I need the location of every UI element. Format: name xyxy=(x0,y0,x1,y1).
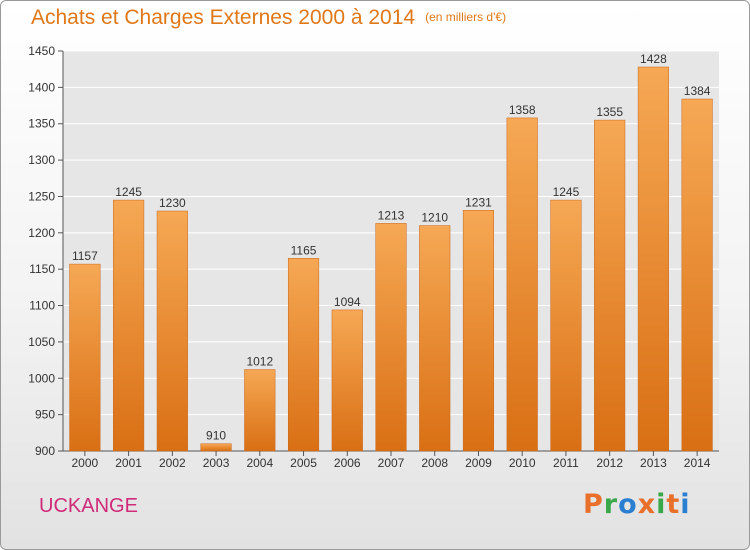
logo-letter: i xyxy=(680,489,691,520)
logo-letter: o xyxy=(618,489,638,520)
data-label-2007: 1213 xyxy=(378,208,405,222)
y-tick-label: 1400 xyxy=(28,80,55,94)
y-tick-label: 1050 xyxy=(28,335,55,349)
y-tick-label: 1350 xyxy=(28,117,55,131)
x-tick-label-2014: 2014 xyxy=(684,456,711,470)
data-label-2006: 1094 xyxy=(334,295,361,309)
x-tick-label-2002: 2002 xyxy=(159,456,186,470)
bar-2007 xyxy=(375,223,407,452)
bar-2011 xyxy=(550,199,582,452)
data-label-2011: 1245 xyxy=(553,185,580,199)
data-label-2000: 1157 xyxy=(72,249,98,263)
y-tick-label: 1200 xyxy=(28,226,55,240)
bar-2002 xyxy=(156,210,188,452)
x-tick-label-2001: 2001 xyxy=(115,456,142,470)
data-label-2010: 1358 xyxy=(509,103,536,117)
x-tick-label-2006: 2006 xyxy=(334,456,361,470)
bar-2006 xyxy=(331,309,363,452)
y-tick-label: 1450 xyxy=(28,44,55,58)
x-tick-label-2010: 2010 xyxy=(509,456,536,470)
logo-letter: P xyxy=(583,489,604,520)
data-label-2002: 1230 xyxy=(159,196,186,210)
logo-letter: t xyxy=(666,489,681,520)
chart-subtitle: (en milliers d'€) xyxy=(425,10,507,24)
bar-2008 xyxy=(419,225,451,452)
bar-2000 xyxy=(69,263,101,452)
bar-2012 xyxy=(594,119,626,452)
x-tick-label-2003: 2003 xyxy=(203,456,230,470)
data-label-2003: 910 xyxy=(206,429,226,443)
x-tick-label-2004: 2004 xyxy=(246,456,273,470)
logo-letter: r xyxy=(603,489,619,520)
y-tick-label: 950 xyxy=(35,408,55,422)
y-tick-label: 1300 xyxy=(28,153,55,167)
data-label-2009: 1231 xyxy=(465,195,492,209)
bar-2004 xyxy=(244,369,276,452)
city-name: UCKANGE xyxy=(39,495,138,517)
data-label-2001: 1245 xyxy=(115,185,142,199)
y-tick-label: 1150 xyxy=(29,262,55,276)
data-label-2008: 1210 xyxy=(421,211,448,225)
bar-2005 xyxy=(287,258,320,452)
x-tick-label-2009: 2009 xyxy=(465,456,492,470)
x-tick-label-2005: 2005 xyxy=(290,456,317,470)
bar-2010 xyxy=(506,117,538,452)
y-tick-label: 900 xyxy=(35,444,55,458)
data-label-2014: 1384 xyxy=(684,84,711,98)
bar-2009 xyxy=(462,210,495,452)
x-tick-label-2007: 2007 xyxy=(378,456,405,470)
data-label-2004: 1012 xyxy=(246,355,273,369)
bar-2013 xyxy=(637,66,669,452)
x-tick-label-2012: 2012 xyxy=(596,456,623,470)
data-label-2013: 1428 xyxy=(640,52,667,66)
y-tick-label: 1250 xyxy=(28,189,55,203)
x-tick-label-2008: 2008 xyxy=(421,456,448,470)
data-label-2005: 1165 xyxy=(291,243,317,257)
chart-title-block: Achats et Charges Externes 2000 à 2014 (e… xyxy=(31,6,506,30)
logo-letter: x xyxy=(637,489,657,520)
bar-2003 xyxy=(200,443,232,452)
y-tick-label: 1100 xyxy=(29,299,55,313)
x-tick-label-2013: 2013 xyxy=(640,456,667,470)
proxiti-logo: Proxiti xyxy=(583,489,691,520)
x-tick-label-2000: 2000 xyxy=(72,456,99,470)
bar-2001 xyxy=(113,199,145,452)
x-tick-label-2011: 2011 xyxy=(553,456,579,470)
data-label-2012: 1355 xyxy=(596,105,623,119)
bar-2014 xyxy=(681,98,713,452)
y-tick-label: 1000 xyxy=(28,371,55,385)
logo-letter: i xyxy=(656,489,667,520)
chart-title: Achats et Charges Externes 2000 à 2014 xyxy=(31,6,416,29)
